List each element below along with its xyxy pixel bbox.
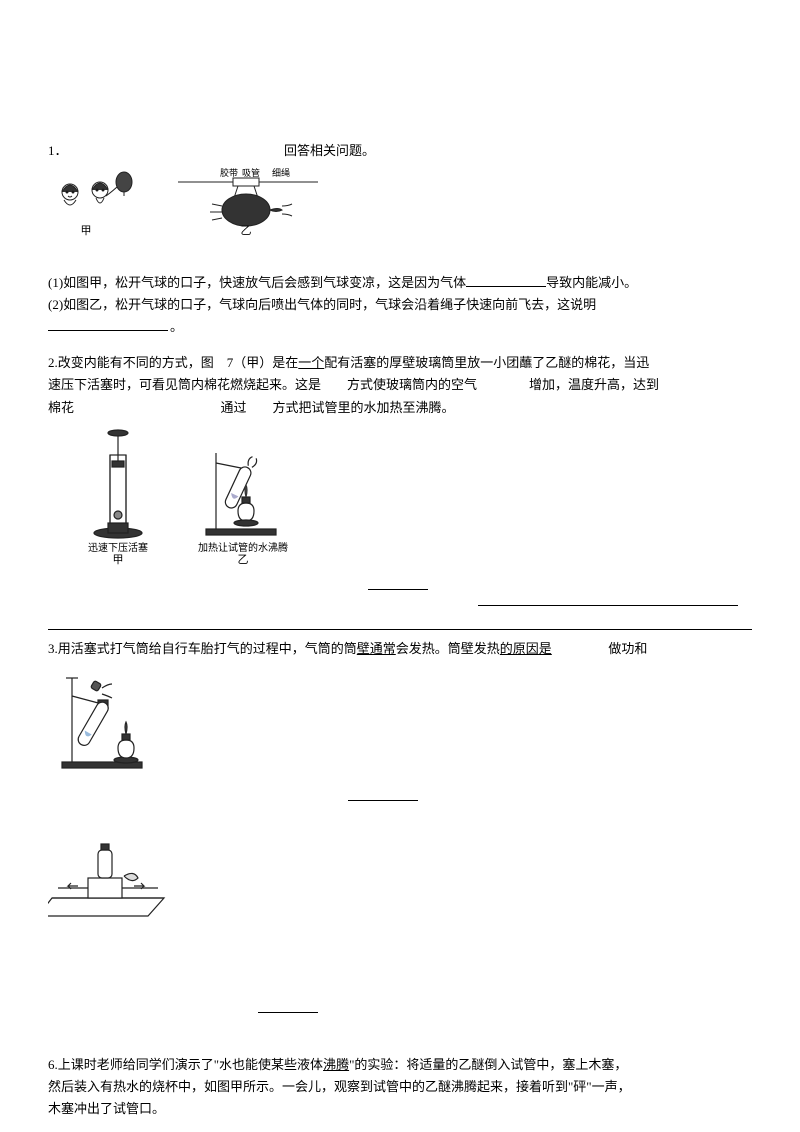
stray-blank-4 [258, 1012, 318, 1013]
float-blank-region-3 [48, 1006, 752, 1036]
q1-part2: (2)如图乙，松开气球的口子，气球向后喷出气体的同时，气球会沿着绳子快速向前飞去… [48, 294, 752, 316]
q2-cap-yi-a: 加热让试管的水沸腾 [198, 541, 288, 554]
extra-figure-row [48, 836, 752, 926]
q3-figure-svg [48, 666, 168, 776]
question-1: 1． 回答相关问题。 [48, 140, 752, 338]
question-2: 2.改变内能有不同的方式，图 7（甲）是在一个配有活塞的厚壁玻璃筒里放一小团蘸了… [48, 352, 752, 564]
float-blank-region-2 [48, 790, 752, 830]
q3-figure-row [48, 666, 752, 776]
q3-line1-tail: 做功和 [608, 641, 647, 656]
float-blank-region-1 [48, 579, 752, 625]
q2-figure-row: 迅速下压活塞 甲 [68, 425, 752, 565]
q1-fig-label-jia: 甲 [81, 225, 92, 237]
q3-line1-a: 3.用活塞式打气筒给自行车胎打气的过程中，气筒的筒 [48, 641, 357, 656]
q2-cap-jia-b: 甲 [113, 554, 124, 565]
q3-line1-u2: 的原因是 [500, 641, 552, 656]
q1-blank-1 [466, 273, 546, 287]
q2-cap-yi-b: 乙 [238, 553, 249, 565]
q1-figure-row: 甲 胶带 吸管 [48, 168, 752, 244]
q3-line1-u: 壁通常 [357, 641, 396, 656]
q6-line1-b: "的实验：将适量的乙醚倒入试管中，塞上木塞， [349, 1057, 627, 1072]
question-6: 6.上课时老师给同学们演示了"水也能使某些液体沸腾"的实验：将适量的乙醚倒入试管… [48, 1054, 752, 1120]
q2-line2: 速压下活塞时，可看见筒内棉花燃烧起来。这是 方式使玻璃筒内的空气 增加，温度升高… [48, 374, 752, 396]
stray-blank-1 [368, 589, 428, 590]
q1-stem-line: 1． 回答相关问题。 [48, 140, 752, 162]
q1-figure-svg: 甲 胶带 吸管 [48, 168, 328, 244]
q6-line3: 木塞冲出了试管口。 [48, 1098, 752, 1120]
q1-stem-tail: 回答相关问题。 [284, 143, 375, 158]
q1-stem-covered [71, 143, 281, 158]
q2-line1-a: 2.改变内能有不同的方式，图 7（甲）是在 [48, 355, 298, 370]
q2-line1-u: 一个 [298, 355, 324, 370]
q6-line1-a: 6.上课时老师给同学们演示了"水也能使某些液体 [48, 1057, 323, 1072]
q3-line1-b: 会发热。筒壁发热 [396, 641, 500, 656]
q2-figure-svg: 迅速下压活塞 甲 [68, 425, 318, 565]
q1-fig-label-yi: 乙 [241, 224, 252, 237]
q2-line2-a: 速压下活塞时，可看见筒内棉花燃烧起来。这是 方式使玻璃筒内的空气 增加，温度升高… [48, 377, 659, 392]
question-3: 3.用活塞式打气筒给自行车胎打气的过程中，气筒的筒壁通常会发热。筒壁发热的原因是… [48, 638, 752, 776]
q1-part1: (1)如图甲，松开气球的口子，快速放气后会感到气球变凉，这是因为气体 导致内能减小… [48, 272, 752, 294]
q2-line3-b: 通过 方式把试管里的水加热至沸腾。 [221, 400, 455, 415]
q2-line1: 2.改变内能有不同的方式，图 7（甲）是在一个配有活塞的厚壁玻璃筒里放一小团蘸了… [48, 352, 752, 374]
extra-figure-svg [48, 836, 168, 926]
q3-line1: 3.用活塞式打气筒给自行车胎打气的过程中，气筒的筒壁通常会发热。筒壁发热的原因是… [48, 638, 752, 660]
q1-number: 1． [48, 143, 68, 158]
q2-cap-jia-a: 迅速下压活塞 [88, 541, 148, 554]
svg-text:细绳: 细绳 [272, 168, 290, 178]
divider-1 [48, 629, 752, 630]
q6-line2: 然后装入有热水的烧杯中，如图甲所示。一会儿，观察到试管中的乙醚沸腾起来，接着听到… [48, 1076, 752, 1098]
q1-blank-2 [48, 317, 168, 331]
svg-text:吸管: 吸管 [242, 168, 260, 178]
q2-line3: 棉花 通过 方式把试管里的水加热至沸腾。 [48, 397, 752, 419]
stray-blank-3 [348, 800, 418, 801]
q2-line3-a: 棉花 [48, 400, 74, 415]
q1-part2-b: 。 [170, 319, 183, 334]
q6-line1: 6.上课时老师给同学们演示了"水也能使某些液体沸腾"的实验：将适量的乙醚倒入试管… [48, 1054, 752, 1076]
svg-text:胶带: 胶带 [220, 168, 238, 178]
q1-part1-b: 导致内能减小。 [546, 275, 637, 290]
q2-line1-b: 配有活塞的厚壁玻璃筒里放一小团蘸了乙醚的棉花，当迅 [324, 355, 649, 370]
q1-part2-a: (2)如图乙，松开气球的口子，气球向后喷出气体的同时，气球会沿着绳子快速向前飞去… [48, 297, 596, 312]
stray-blank-2 [478, 605, 738, 606]
q6-line1-u: 沸腾 [323, 1057, 349, 1072]
q1-part2-end: 。 [48, 316, 752, 338]
q1-part1-a: (1)如图甲，松开气球的口子，快速放气后会感到气球变凉，这是因为气体 [48, 275, 466, 290]
